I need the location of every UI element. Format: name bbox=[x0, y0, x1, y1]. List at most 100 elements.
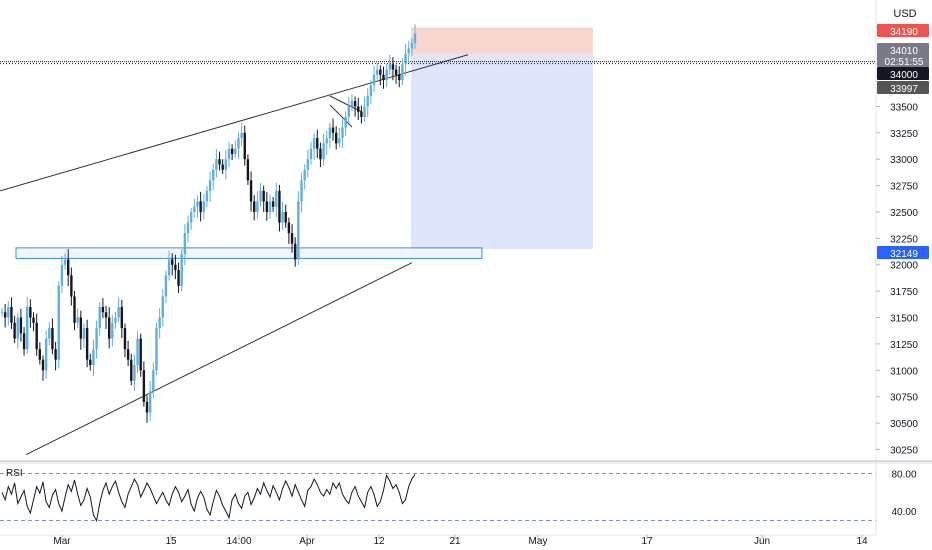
price-label-box bbox=[877, 81, 929, 94]
candle-body bbox=[284, 211, 287, 223]
currency-label[interactable]: USD bbox=[893, 8, 916, 20]
candle-body bbox=[379, 69, 382, 75]
candle-body bbox=[16, 317, 19, 339]
x-tick-label: 17 bbox=[641, 536, 653, 547]
x-tick-label: 15 bbox=[165, 536, 177, 547]
candle-body bbox=[227, 148, 231, 160]
price-label-box bbox=[877, 24, 929, 37]
candle-body bbox=[73, 296, 76, 323]
candle-body bbox=[319, 148, 322, 160]
candle-body bbox=[0, 312, 4, 314]
candle-body bbox=[224, 159, 228, 170]
candle-body bbox=[199, 201, 202, 212]
candle-body bbox=[126, 349, 130, 360]
candle-body bbox=[401, 64, 404, 81]
candle-body bbox=[357, 106, 360, 112]
candle-body bbox=[268, 201, 272, 212]
rsi-title: RSI bbox=[6, 468, 23, 479]
candle-body bbox=[79, 317, 83, 339]
candle-body bbox=[174, 264, 177, 271]
candle-body bbox=[111, 322, 114, 339]
candle-body bbox=[114, 317, 117, 323]
price-label-box bbox=[877, 246, 929, 259]
candle-body bbox=[382, 74, 385, 81]
candle-body bbox=[158, 317, 161, 329]
candle-body bbox=[303, 169, 306, 181]
drawing-layer bbox=[0, 27, 876, 456]
candle-body bbox=[120, 306, 124, 329]
flag-line bbox=[329, 95, 363, 113]
candle-body bbox=[350, 101, 354, 107]
candle-body bbox=[306, 159, 310, 170]
candle-body bbox=[208, 180, 212, 191]
y-tick-label: 30750 bbox=[890, 393, 918, 404]
candle-body bbox=[388, 64, 391, 70]
candle-body bbox=[316, 138, 319, 149]
candle-body bbox=[51, 328, 54, 350]
y-tick-label: 30250 bbox=[890, 445, 918, 456]
candle-body bbox=[117, 306, 120, 318]
candle-body bbox=[89, 359, 92, 366]
candle-body bbox=[398, 74, 401, 81]
candle-body bbox=[221, 164, 224, 170]
candle-body bbox=[92, 349, 95, 366]
rsi-panel: RSI bbox=[0, 468, 876, 523]
candle-body bbox=[196, 201, 199, 207]
x-tick-label: May bbox=[529, 536, 548, 547]
candle-body bbox=[347, 106, 350, 117]
price-label-box bbox=[877, 43, 929, 67]
candle-body bbox=[136, 338, 139, 366]
candle-body bbox=[54, 349, 57, 360]
candle-body bbox=[212, 169, 215, 181]
y-tick-label: 33000 bbox=[890, 155, 918, 166]
candle-body bbox=[145, 401, 149, 413]
price-label-countdown: 02:51:55 bbox=[885, 57, 924, 68]
candle-body bbox=[193, 206, 196, 212]
y-tick-label: 32500 bbox=[890, 208, 918, 219]
candle-body bbox=[44, 338, 48, 371]
candle-body bbox=[139, 338, 142, 371]
candle-body bbox=[262, 190, 265, 202]
candle-body bbox=[309, 148, 313, 160]
flag-line bbox=[329, 104, 353, 128]
candle-body bbox=[265, 201, 269, 212]
y-tick-label: 30500 bbox=[890, 419, 918, 430]
candle-body bbox=[29, 306, 32, 318]
candle-body bbox=[281, 211, 284, 223]
candle-body bbox=[275, 190, 278, 207]
y-tick-label: 32000 bbox=[890, 261, 918, 272]
price-series bbox=[0, 24, 417, 423]
candle-body bbox=[57, 285, 60, 360]
support-zone bbox=[15, 247, 483, 259]
candle-body bbox=[312, 138, 316, 149]
candle-body bbox=[98, 306, 101, 329]
candle-body bbox=[407, 48, 410, 54]
candle-body bbox=[130, 359, 133, 381]
price-label-value: 34010 bbox=[890, 46, 918, 57]
y-tick-label: 32250 bbox=[890, 234, 918, 245]
candle-body bbox=[95, 328, 98, 350]
candle-body bbox=[67, 259, 70, 276]
candle-body bbox=[13, 322, 16, 339]
candle-body bbox=[391, 64, 395, 70]
candle-body bbox=[287, 222, 291, 234]
candle-body bbox=[101, 306, 105, 313]
candle-body bbox=[366, 95, 369, 107]
y-tick-label: 31000 bbox=[890, 366, 918, 377]
candle-body bbox=[394, 69, 398, 75]
position-target-zone bbox=[411, 53, 593, 250]
candle-body bbox=[152, 370, 155, 392]
candle-body bbox=[410, 43, 414, 49]
x-tick-label: 14 bbox=[856, 536, 868, 547]
candle-body bbox=[338, 138, 341, 144]
candle-body bbox=[234, 148, 237, 154]
candle-body bbox=[32, 317, 35, 323]
candle-body bbox=[107, 317, 111, 339]
y-tick-label: 31250 bbox=[890, 340, 918, 351]
candle-body bbox=[171, 259, 174, 265]
candle-body bbox=[180, 254, 183, 286]
candle-body bbox=[161, 296, 164, 318]
candle-body bbox=[142, 370, 146, 402]
